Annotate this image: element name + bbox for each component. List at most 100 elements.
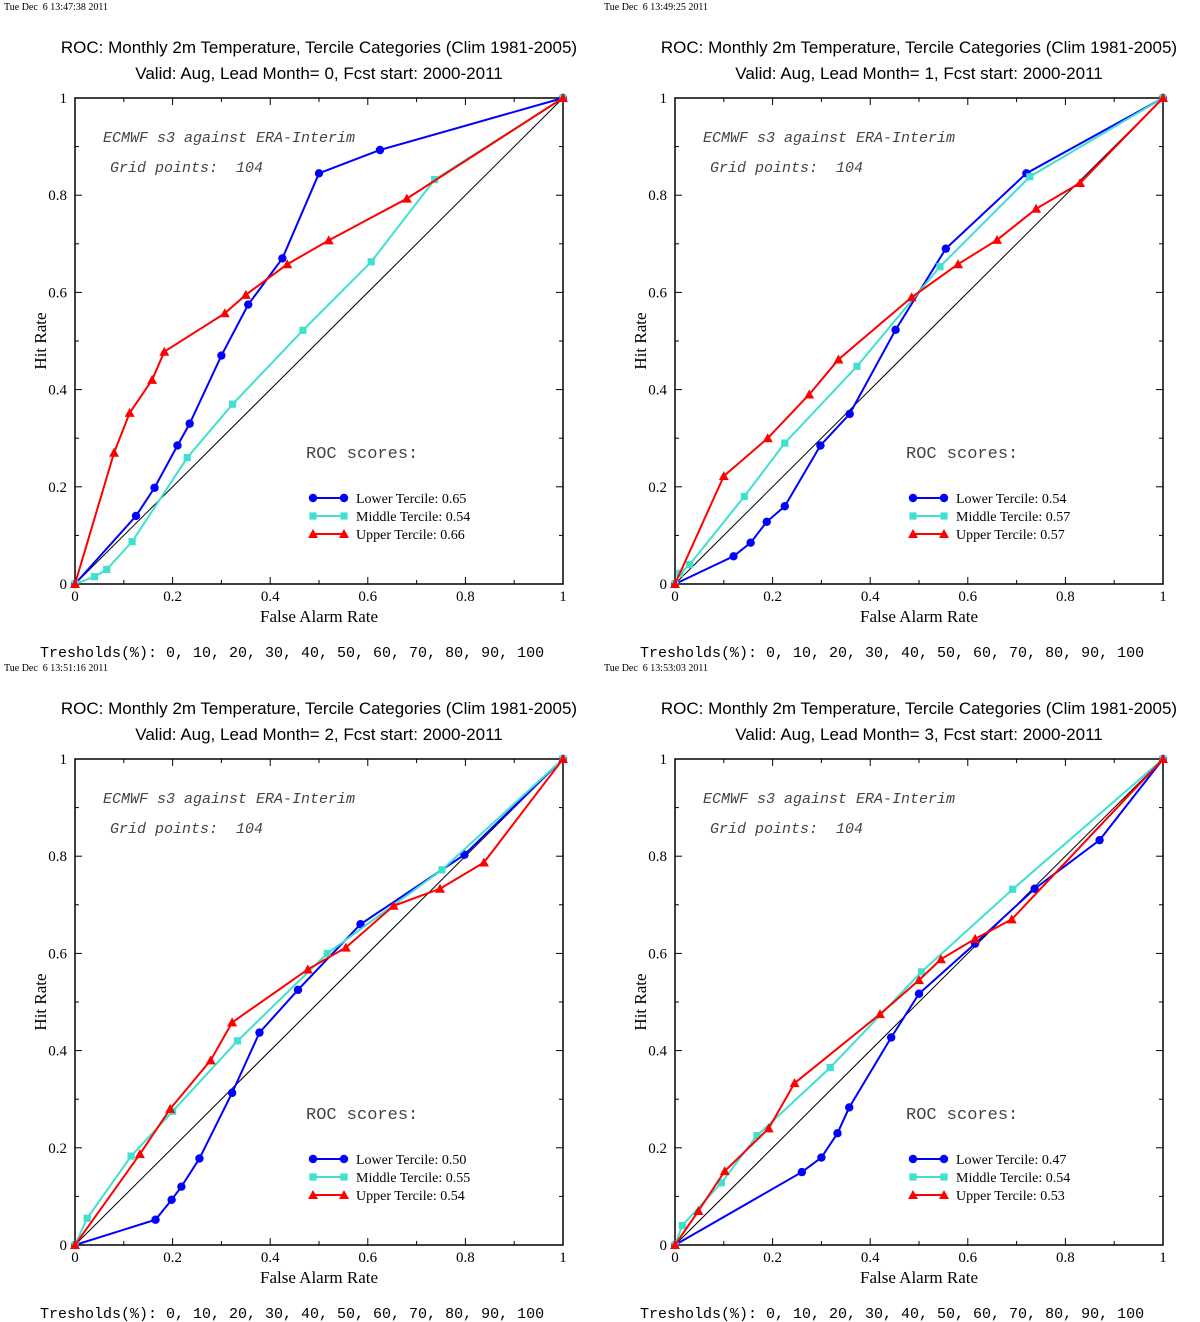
legend-label-lower: Lower Tercile: 0.50 <box>356 1153 466 1168</box>
no-skill-diagonal <box>674 97 1164 585</box>
data-point-lower <box>244 300 253 309</box>
data-point-middle <box>229 400 237 408</box>
thresholds-note: Tresholds(%): 0, 10, 20, 30, 40, 50, 60,… <box>640 1306 1144 1322</box>
data-point-upper <box>762 433 773 443</box>
data-point-lower <box>886 1033 896 1042</box>
data-point-middle <box>90 573 99 581</box>
annotation-system: ECMWF s3 against ERA-Interim <box>103 791 355 808</box>
legend-marker-middle <box>940 1173 948 1181</box>
x-tick-label: 0.8 <box>1056 589 1075 605</box>
legend-entry-middle: Middle Tercile: 0.55 <box>309 1171 470 1186</box>
data-point-upper <box>282 259 293 269</box>
legend-label-lower: Lower Tercile: 0.47 <box>956 1153 1066 1168</box>
y-tick-label: 0.6 <box>48 285 67 301</box>
chart-subtitle: Valid: Aug, Lead Month= 2, Fcst start: 2… <box>135 725 502 744</box>
no-skill-diagonal <box>674 758 1164 1246</box>
data-point-middle <box>781 439 789 447</box>
data-point-middle <box>678 1221 686 1230</box>
data-point-middle <box>717 1179 725 1187</box>
data-point-lower <box>167 1195 176 1205</box>
x-tick-label: 0.4 <box>261 1250 280 1266</box>
y-tick-label: 0.4 <box>48 1044 67 1060</box>
x-axis-label: False Alarm Rate <box>860 607 978 626</box>
data-point-upper <box>670 1240 680 1249</box>
y-tick-label: 0 <box>60 1238 68 1254</box>
x-tick-label: 1 <box>1159 1250 1167 1266</box>
x-tick-label: 0 <box>671 589 679 605</box>
legend-entry-upper: Upper Tercile: 0.57 <box>908 528 1065 543</box>
data-point-upper <box>558 754 568 763</box>
data-point-lower <box>227 1088 237 1098</box>
x-tick-label: 0.2 <box>763 589 782 605</box>
data-point-upper <box>478 857 489 867</box>
legend-entry-middle: Middle Tercile: 0.54 <box>909 1171 1070 1186</box>
y-tick-label: 0.8 <box>48 188 67 204</box>
data-point-lower <box>217 351 226 360</box>
data-point-upper <box>109 447 120 457</box>
y-tick-label: 0.4 <box>48 383 67 399</box>
roc-panel-lead-1: Tue Dec 6 13:49:25 2011 ROC: Monthly 2m T… <box>600 0 1200 661</box>
chart-title: ROC: Monthly 2m Temperature, Tercile Cat… <box>61 699 577 718</box>
data-point-upper <box>1006 914 1017 924</box>
data-point-upper <box>914 975 924 985</box>
y-tick-label: 0.8 <box>48 849 67 865</box>
legend-label-middle: Middle Tercile: 0.54 <box>356 510 470 525</box>
data-point-middle <box>233 1037 242 1045</box>
data-point-middle <box>686 560 694 569</box>
data-point-upper <box>165 1103 176 1113</box>
data-point-upper <box>205 1055 216 1065</box>
data-point-lower <box>816 441 825 450</box>
legend-entry-lower: Lower Tercile: 0.54 <box>908 492 1066 507</box>
thresholds-note: Tresholds(%): 0, 10, 20, 30, 40, 50, 60,… <box>40 1306 544 1322</box>
data-point-lower <box>780 502 789 511</box>
chart-title: ROC: Monthly 2m Temperature, Tercile Cat… <box>661 699 1177 718</box>
roc-chart-svg: Tue Dec 6 13:47:38 2011 ROC: Monthly 2m T… <box>4 2 577 661</box>
data-point-middle <box>1009 885 1017 893</box>
data-point-upper <box>227 1017 238 1027</box>
data-point-lower <box>460 850 469 859</box>
legend-marker-upper <box>339 1190 349 1199</box>
data-point-lower <box>255 1028 264 1037</box>
data-point-upper <box>340 942 351 952</box>
chart-subtitle: Valid: Aug, Lead Month= 0, Fcst start: 2… <box>135 64 502 83</box>
x-tick-label: 0.4 <box>861 589 880 605</box>
timestamp: Tue Dec 6 13:51:16 2011 <box>4 663 108 674</box>
legend-label-lower: Lower Tercile: 0.65 <box>356 492 466 507</box>
series-upper-tercile <box>670 93 1168 588</box>
data-point-lower <box>762 517 771 526</box>
legend-marker-middle <box>909 1173 917 1181</box>
roc-scores-heading: ROC scores: <box>906 445 1018 464</box>
legend-marker-upper <box>908 1190 918 1199</box>
data-point-lower <box>150 483 159 492</box>
data-point-lower <box>356 920 365 929</box>
data-point-lower <box>797 1167 807 1177</box>
x-tick-label: 1 <box>1159 589 1167 605</box>
annotation-grid-points: Grid points: 104 <box>710 821 863 838</box>
data-point-lower <box>278 254 287 263</box>
y-tick-label: 0.8 <box>648 188 667 204</box>
y-tick-label: 0.2 <box>48 1141 67 1157</box>
data-point-upper <box>763 1123 774 1133</box>
data-point-lower <box>151 1215 160 1224</box>
y-tick-label: 0 <box>60 577 68 593</box>
data-point-upper <box>558 93 568 102</box>
data-point-lower <box>746 538 755 547</box>
y-tick-label: 1 <box>660 91 668 107</box>
data-point-middle <box>753 1132 761 1140</box>
y-axis-label: Hit Rate <box>631 973 650 1030</box>
data-point-lower <box>891 325 900 335</box>
data-point-middle <box>299 326 307 334</box>
y-tick-label: 0.4 <box>648 383 667 399</box>
x-tick-label: 0.8 <box>456 1250 475 1266</box>
data-point-middle <box>367 258 375 266</box>
data-point-middle <box>826 1064 834 1072</box>
data-point-lower <box>131 511 141 521</box>
data-point-middle <box>740 492 748 501</box>
data-point-upper <box>935 954 946 964</box>
data-point-middle <box>438 866 446 874</box>
legend-marker-middle <box>309 1173 317 1181</box>
series-upper-tercile <box>670 754 1168 1249</box>
legend-marker-middle <box>340 512 348 520</box>
legend-marker-upper <box>908 529 918 538</box>
legend-label-lower: Lower Tercile: 0.54 <box>956 492 1066 507</box>
